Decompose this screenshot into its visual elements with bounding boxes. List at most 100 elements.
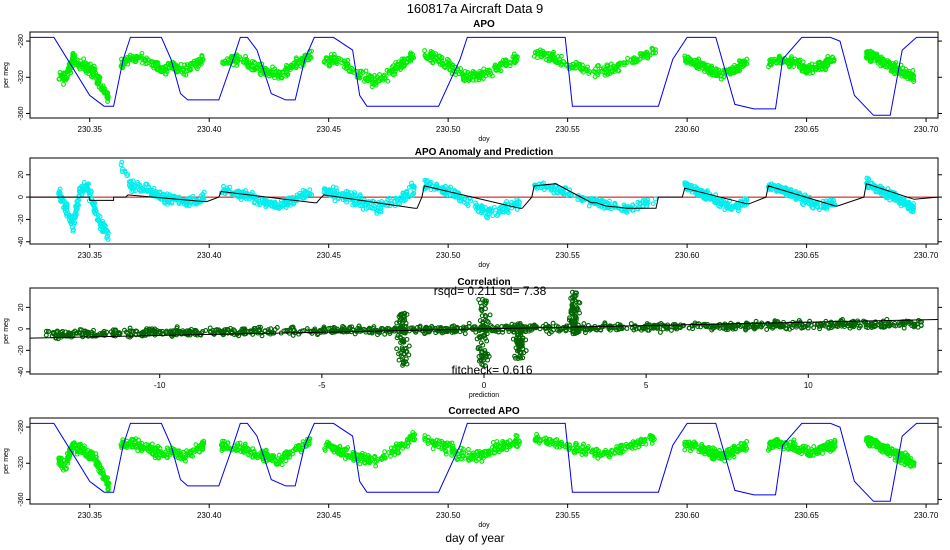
apo-point [323,60,329,66]
corrected-point [74,447,80,452]
correlation-panel: Correlation-10 -5 0 5 10prediction-40-20020p… [3,277,942,399]
anomaly-point [723,201,729,207]
apo-point [251,59,257,65]
anomaly-point [284,198,290,204]
correlation-point [479,355,485,361]
correlation-point [252,325,258,331]
anomaly-point [718,201,724,207]
apo-xtick-label: 230.50 [436,125,461,134]
apo-point [879,58,885,64]
apo-point [253,65,259,71]
apo-point [908,76,914,82]
correlation-point [571,307,577,313]
anomaly-point [287,202,293,208]
anomaly-point [899,200,905,206]
apo-point [450,62,456,68]
correlation-point [476,297,482,302]
anomaly-point [485,208,491,214]
apo-point [133,57,139,62]
anomaly-point [642,198,648,204]
anomaly-point [695,193,701,199]
apo-point [653,50,659,56]
anomaly-point [144,181,150,187]
correlation-point [483,306,488,312]
corrected-point [79,448,85,454]
anomaly-ytick-label: 0 [18,195,25,199]
corrected-point [65,455,71,461]
correlation-point [43,332,49,338]
apo-point [610,63,616,69]
anomaly-point [374,210,380,216]
apo-point [193,64,199,70]
corrected-point [149,441,155,447]
correlation-point [485,319,491,325]
correlation-point [426,328,432,334]
correlation-ytick-label: -20 [18,345,25,355]
corrected-xlabel: doy [478,522,490,529]
apo-point [350,67,356,73]
anomaly-point [230,191,236,197]
apo-point [128,57,134,63]
correlation-point [356,323,362,329]
apo-point [742,58,748,64]
corrected-point [105,482,111,487]
corrected-point [129,441,135,447]
apo-point [342,58,348,64]
apo-point [87,61,93,67]
corrected-point [153,446,159,452]
correlation-point [157,329,163,335]
correlation-point [214,327,220,333]
correlation-point [400,316,406,322]
apo-point [444,56,450,62]
correlation-point [482,348,488,354]
correlation-xtick-label: 10 [804,381,813,390]
apo-point [645,55,651,61]
anomaly-point [269,203,275,209]
apo-point [732,62,737,68]
anomaly-point [734,202,740,208]
apo-point [132,59,138,65]
corrected-point [71,440,77,446]
anomaly-points [56,159,916,242]
correlation-point [387,329,393,335]
correlation-point [807,318,813,324]
correlation-point [123,329,129,335]
apo-point [500,57,506,63]
apo-point [199,53,205,59]
anomaly-point [72,220,78,226]
correlation-point [869,321,875,327]
anomaly-point [357,192,363,198]
corrected-point [180,449,186,455]
apo-ylabel: per meg [3,62,10,88]
apo-point [240,59,246,65]
corrected-point [130,444,136,450]
corrected-point [155,449,161,455]
correlation-point [51,330,57,336]
anomaly-point [95,212,101,218]
apo-point [245,64,251,70]
anomaly-point [465,203,471,209]
apo-point [498,68,504,74]
corrected-point [200,447,205,453]
correlation-point [340,323,346,329]
correlation-point [823,323,828,329]
corrected-point [176,448,182,454]
corrected-point [78,444,84,449]
correlation-point [518,332,524,338]
apo-point [151,65,157,71]
anomaly-point [122,169,128,175]
apo-point [621,62,627,68]
anomaly-point [264,202,270,208]
correlation-point [723,327,729,333]
apo-point [507,63,513,69]
correlation-point [398,335,404,341]
apo-point [540,50,546,56]
apo-point [430,50,435,55]
apo-xtick-label: 230.40 [197,125,222,134]
anomaly-point [243,188,248,194]
anomaly-point [799,201,805,206]
apo-point [713,67,719,73]
anomaly-point [101,222,107,228]
anomaly-point [566,191,572,197]
correlation-point [721,322,727,328]
